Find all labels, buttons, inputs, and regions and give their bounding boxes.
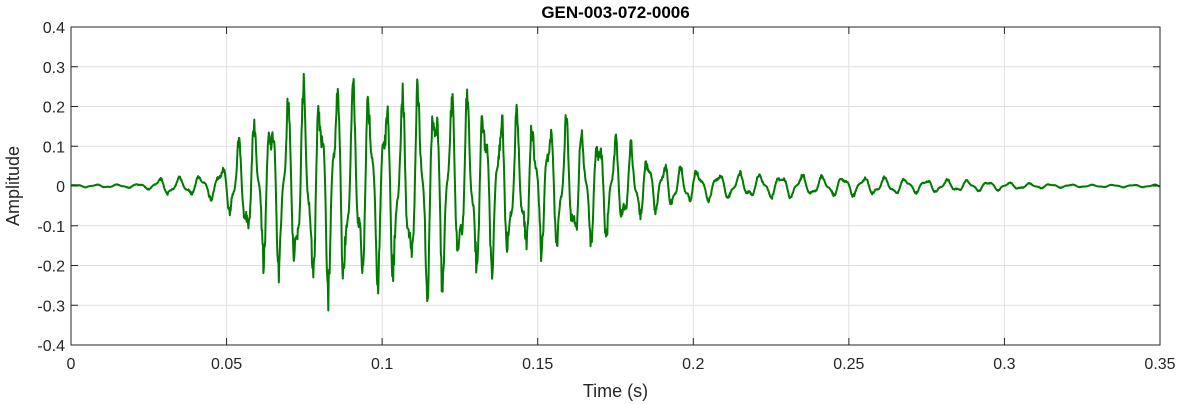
y-tick-label: 0.1 [43,139,65,156]
waveform-series [70,72,1161,312]
chart-title: GEN-003-072-0006 [541,3,689,22]
x-tick-label: 0.35 [1144,356,1175,373]
y-tick-label: -0.2 [37,259,65,276]
x-tick-label: 0.25 [833,356,864,373]
y-tick-label: -0.4 [37,338,65,355]
y-tick-label: -0.1 [37,219,65,236]
y-tick-label: -0.3 [37,298,65,315]
y-tick-label: 0.3 [43,60,65,77]
x-axis-ticks: 0 0.05 0.1 0.15 0.2 0.25 0.3 0.35 [67,27,1176,373]
y-axis-label: Amplitude [3,146,23,226]
x-tick-label: 0.1 [371,356,393,373]
y-tick-label: 0.4 [43,20,65,37]
x-tick-label: 0.05 [211,356,242,373]
y-tick-label: 0.2 [43,100,65,117]
x-axis-label: Time (s) [583,381,648,401]
x-tick-label: 0.2 [682,356,704,373]
waveform-line [70,72,1161,312]
y-tick-label: 0 [56,179,65,196]
y-axis-ticks: 0.4 0.3 0.2 0.1 0 -0.1 -0.2 -0.3 -0.4 [37,20,1160,355]
x-tick-label: 0 [67,356,76,373]
x-tick-label: 0.15 [522,356,553,373]
x-tick-label: 0.3 [993,356,1015,373]
